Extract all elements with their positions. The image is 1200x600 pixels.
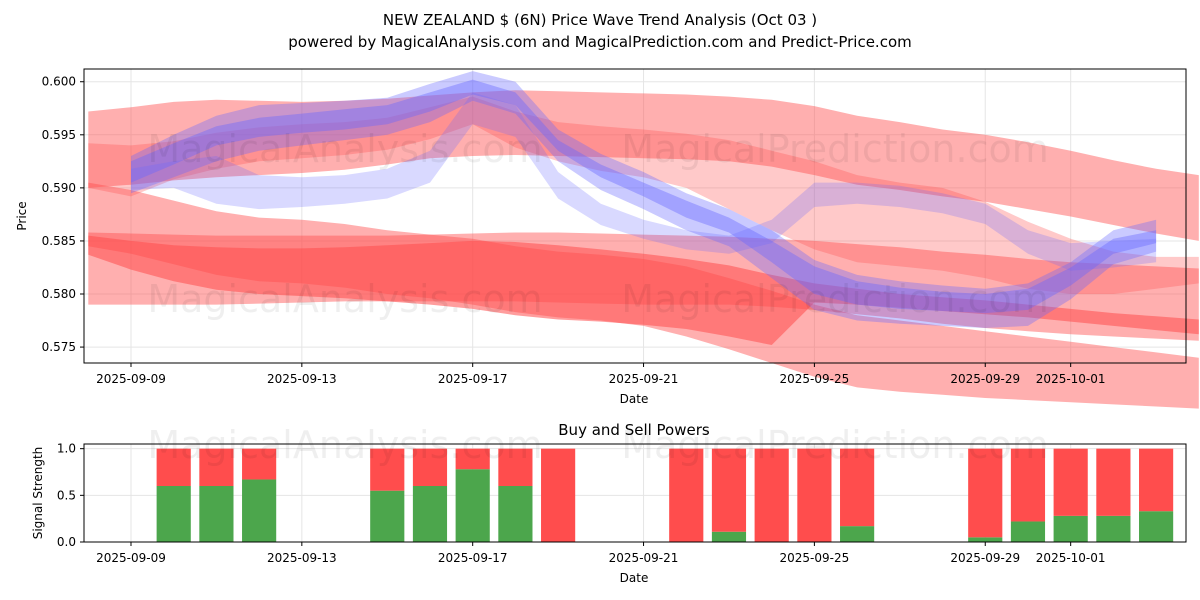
buy-power-bar — [1053, 515, 1088, 542]
watermark-bottom-left: MagicalAnalysis.com — [147, 423, 542, 467]
sell-power-bar — [1053, 448, 1088, 516]
buy-power-bar — [498, 486, 533, 542]
buy-power-bar — [1139, 511, 1174, 542]
sell-power-bar — [1139, 448, 1174, 512]
bottom-title: Buy and Sell Powers — [558, 421, 710, 439]
sell-power-bar — [1096, 448, 1131, 516]
sell-power-bar — [840, 448, 875, 527]
sell-power-bar — [199, 448, 234, 486]
sell-power-bar — [968, 448, 1003, 538]
chart-subtitle: powered by MagicalAnalysis.com and Magic… — [288, 33, 912, 51]
sell-power-bar — [156, 448, 191, 486]
blue-wave-band-2 — [131, 79, 1157, 314]
top-ylabel: Price — [15, 201, 29, 230]
bottom-x-tick-label: 2025-10-01 — [1036, 551, 1106, 565]
sell-power-bar — [498, 448, 533, 486]
watermark-top-right: MagicalPrediction.com — [621, 127, 1049, 171]
top-bands — [88, 71, 1199, 409]
buy-power-bar — [711, 531, 747, 542]
sell-power-bar — [797, 448, 832, 542]
buy-power-bar — [1096, 515, 1131, 542]
top-x-tick-label: 2025-10-01 — [1036, 372, 1106, 386]
sell-power-bar — [669, 448, 704, 542]
watermark-top-left: MagicalAnalysis.com — [147, 127, 542, 171]
top-ticks: 2025-09-09 2025-09-13 2025-09-17 2025-09-21… — [42, 75, 1106, 386]
top-x-tick-label: 2025-09-17 — [438, 372, 508, 386]
sell-power-bar — [370, 448, 405, 491]
bottom-ylabel: Signal Strength — [31, 447, 45, 540]
buy-power-bar — [968, 537, 1003, 542]
buy-power-bar — [455, 469, 490, 542]
sell-power-bar — [754, 448, 789, 542]
bottom-x-tick-label: 2025-09-21 — [609, 551, 679, 565]
bottom-x-tick-label: 2025-09-29 — [950, 551, 1020, 565]
top-x-tick-label: 2025-09-09 — [96, 372, 166, 386]
buy-power-bar — [1010, 521, 1046, 542]
top-y-tick-label: 0.585 — [42, 234, 76, 248]
buy-power-bar — [156, 486, 191, 542]
bottom-plot-frame — [83, 443, 1187, 543]
blue-wave-band-3 — [131, 92, 1157, 271]
top-x-tick-label: 2025-09-25 — [780, 372, 850, 386]
top-x-tick-label: 2025-09-29 — [950, 372, 1020, 386]
bottom-ticks: 2025-09-09 2025-09-13 2025-09-17 2025-09-21… — [57, 442, 1106, 565]
watermark-bottom-right: MagicalPrediction.com — [621, 423, 1049, 467]
buy-power-bar — [370, 490, 405, 542]
sell-power-bar — [242, 448, 277, 480]
sell-power-bar — [711, 448, 747, 532]
bottom-x-tick-label: 2025-09-09 — [96, 551, 166, 565]
top-x-tick-label: 2025-09-13 — [267, 372, 337, 386]
top-plot-frame — [83, 68, 1187, 364]
top-y-tick-label: 0.580 — [42, 287, 76, 301]
buy-power-bar — [412, 486, 448, 542]
top-y-tick-label: 0.575 — [42, 340, 76, 354]
bottom-x-tick-label: 2025-09-13 — [267, 551, 337, 565]
bottom-x-tick-label: 2025-09-17 — [438, 551, 508, 565]
bottom-y-tick-label: 0.0 — [57, 535, 76, 549]
bottom-y-tick-label: 0.5 — [57, 488, 76, 502]
red-wave-band-4 — [88, 235, 1199, 345]
bottom-bars — [156, 448, 1174, 542]
blue-wave-band-1 — [131, 71, 1157, 328]
sell-power-bar — [541, 448, 576, 542]
top-x-tick-label: 2025-09-21 — [609, 372, 679, 386]
red-wave-band-1 — [88, 90, 1199, 241]
top-y-tick-label: 0.595 — [42, 128, 76, 142]
watermark-mid-right: MagicalPrediction.com — [621, 277, 1049, 321]
red-wave-band-5 — [88, 96, 1199, 294]
buy-power-bar — [242, 479, 277, 542]
top-y-tick-label: 0.600 — [42, 75, 76, 89]
chart-title: NEW ZEALAND $ (6N) Price Wave Trend Anal… — [383, 11, 817, 29]
bottom-xlabel: Date — [620, 571, 649, 585]
top-xlabel: Date — [620, 392, 649, 406]
bottom-y-tick-label: 1.0 — [57, 442, 76, 456]
buy-power-bar — [199, 486, 234, 542]
bottom-x-tick-label: 2025-09-25 — [780, 551, 850, 565]
sell-power-bar — [455, 448, 490, 470]
watermark-mid-left: MagicalAnalysis.com — [147, 277, 542, 321]
sell-power-bar — [1010, 448, 1046, 522]
sell-power-bar — [412, 448, 448, 486]
top-y-tick-label: 0.590 — [42, 181, 76, 195]
buy-power-bar — [840, 526, 875, 542]
